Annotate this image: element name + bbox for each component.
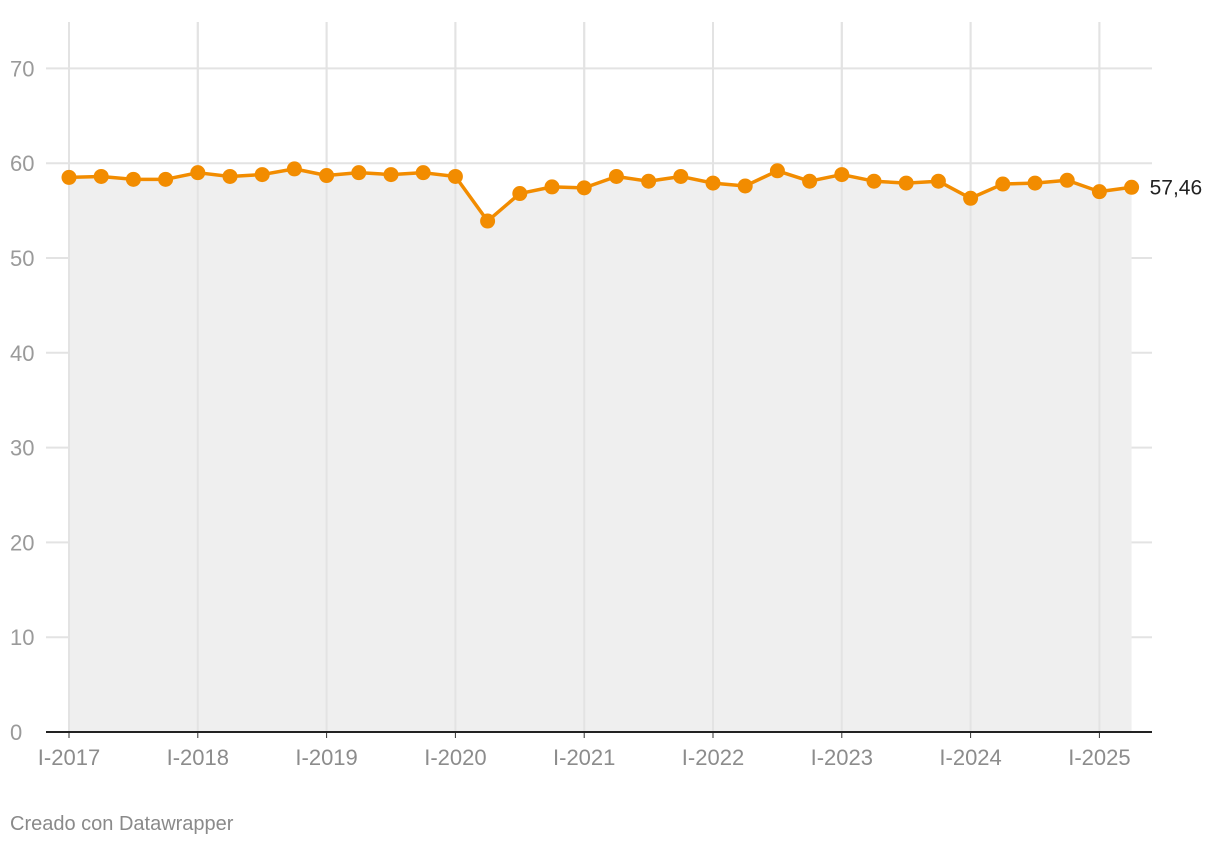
y-tick-label: 10 — [10, 625, 34, 650]
data-point — [125, 171, 141, 187]
y-tick-label: 30 — [10, 436, 34, 461]
data-point — [769, 163, 785, 179]
data-point — [319, 168, 335, 184]
data-point — [576, 180, 592, 196]
data-point — [158, 171, 174, 187]
data-point — [254, 167, 270, 183]
series-area — [69, 168, 1132, 732]
data-point — [673, 168, 689, 184]
data-point — [737, 178, 753, 194]
data-point — [190, 165, 206, 181]
data-point — [1027, 175, 1043, 191]
y-tick-label: 70 — [10, 56, 34, 81]
y-axis-labels: 0 10 20 30 40 50 60 70 — [10, 56, 34, 745]
series-line-group — [68, 167, 1132, 223]
data-point — [641, 173, 657, 189]
x-tick-label: I-2025 — [1068, 745, 1130, 770]
data-point — [480, 213, 496, 229]
data-point — [995, 176, 1011, 192]
x-tick-label: I-2021 — [553, 745, 615, 770]
end-annotation: 57,46 — [1150, 176, 1203, 199]
footer-credit: Creado con Datawrapper — [10, 813, 234, 835]
x-tick-label: I-2023 — [811, 745, 873, 770]
data-point — [512, 186, 528, 202]
data-point — [930, 173, 946, 189]
x-tick-label: I-2019 — [295, 745, 357, 770]
series-line — [68, 167, 1132, 223]
x-tick-label: I-2024 — [939, 745, 1001, 770]
y-tick-label: 40 — [10, 341, 34, 366]
data-point — [898, 175, 914, 191]
data-point — [447, 168, 463, 184]
area-fill — [46, 22, 1152, 733]
x-axis-labels: I-2017 I-2018 I-2019 I-2020 I-2021 I-2022 I-20… — [38, 745, 1131, 770]
x-tick-label: I-2017 — [38, 745, 100, 770]
data-point — [351, 165, 367, 181]
data-point — [222, 168, 238, 184]
y-tick-label: 0 — [10, 720, 22, 745]
y-tick-label: 50 — [10, 246, 34, 271]
data-point — [866, 173, 882, 189]
x-tick-label: I-2020 — [424, 745, 486, 770]
data-point — [383, 167, 399, 183]
data-point — [1091, 184, 1107, 200]
y-tick-label: 20 — [10, 530, 34, 555]
data-point — [415, 165, 431, 181]
data-point — [963, 190, 979, 206]
data-point — [1124, 179, 1140, 195]
data-points — [61, 161, 1140, 229]
line-chart: 0 10 20 30 40 50 60 70 I-2017 I-2018 I-2019 I-2020… — [10, 22, 1203, 770]
data-point — [1059, 172, 1075, 188]
x-tick-label: I-2022 — [682, 745, 744, 770]
data-point — [286, 161, 302, 177]
data-point — [705, 175, 721, 191]
data-point — [61, 169, 77, 185]
data-point — [834, 167, 850, 183]
y-tick-label: 60 — [10, 151, 34, 176]
data-point — [93, 168, 109, 184]
end-value-label: 57,46 — [1150, 176, 1203, 199]
x-tick-label: I-2018 — [167, 745, 229, 770]
data-point — [544, 179, 560, 195]
data-point — [608, 168, 624, 184]
data-point — [802, 173, 818, 189]
